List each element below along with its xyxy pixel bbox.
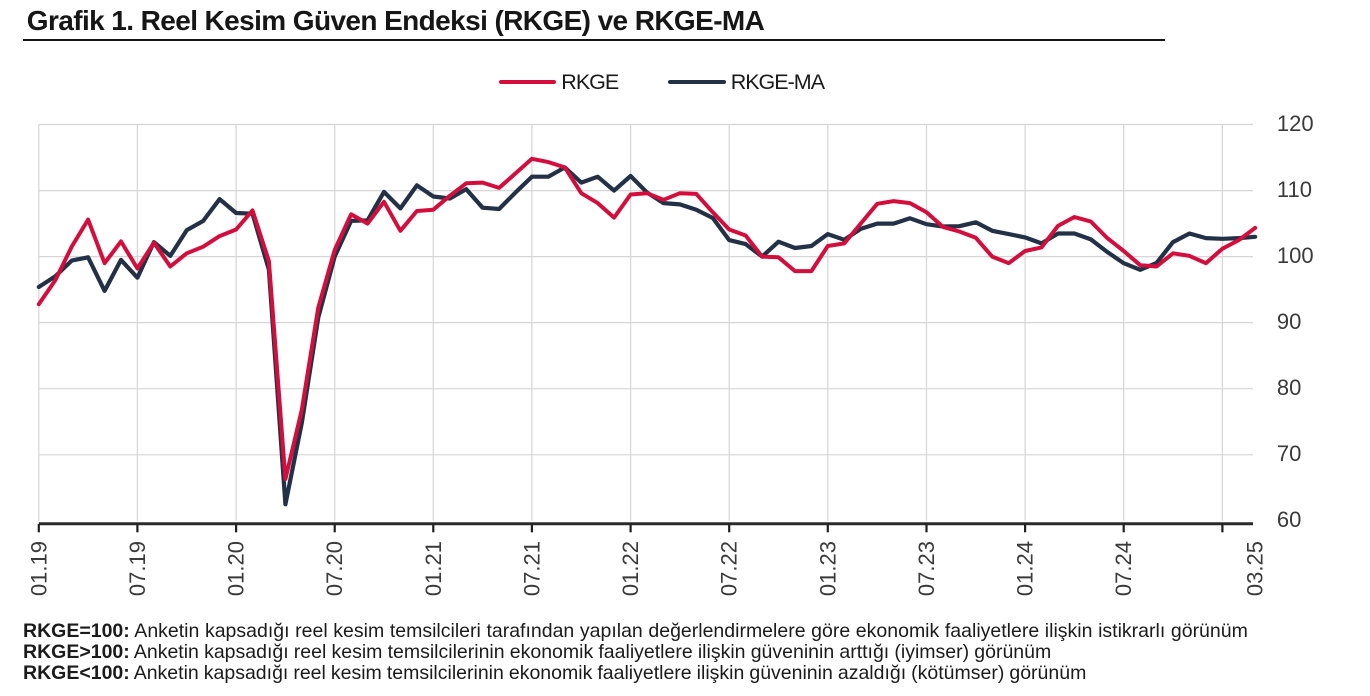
- svg-text:01.22: 01.22: [618, 541, 643, 596]
- svg-text:07.20: 07.20: [322, 541, 347, 596]
- svg-text:07.21: 07.21: [519, 541, 544, 596]
- svg-text:01.23: 01.23: [815, 541, 840, 596]
- svg-text:07.24: 07.24: [1111, 541, 1136, 596]
- svg-text:01.21: 01.21: [421, 541, 446, 596]
- svg-text:01.20: 01.20: [224, 541, 249, 596]
- svg-text:03.25: 03.25: [1243, 541, 1268, 596]
- svg-text:07.22: 07.22: [717, 541, 742, 596]
- svg-text:07.23: 07.23: [914, 541, 939, 596]
- svg-text:01.19: 01.19: [26, 541, 51, 596]
- svg-text:07.19: 07.19: [125, 541, 150, 596]
- svg-text:01.24: 01.24: [1013, 541, 1038, 596]
